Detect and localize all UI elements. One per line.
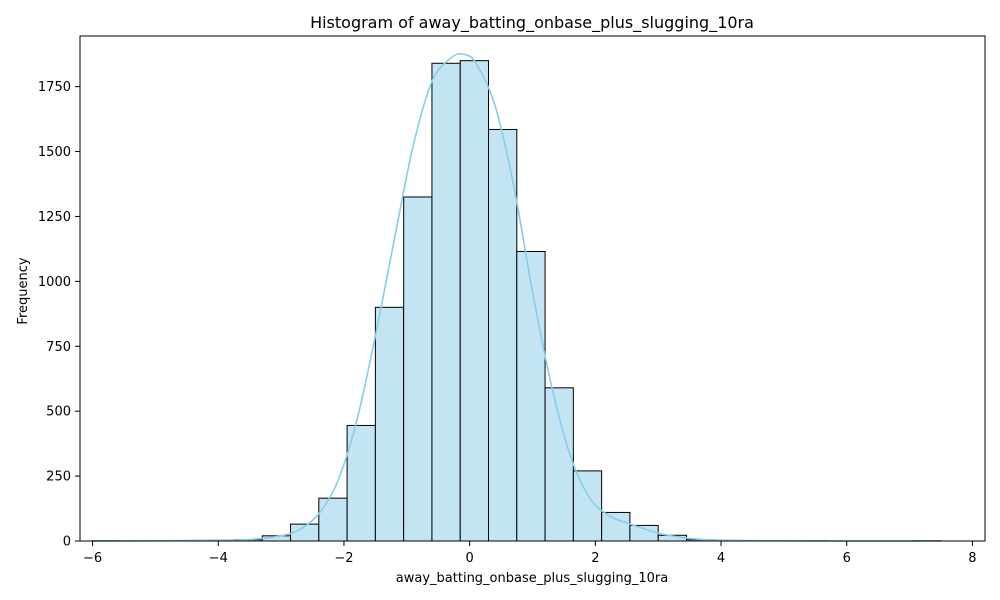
histogram-bar xyxy=(431,62,461,542)
histogram-bar xyxy=(318,497,348,542)
x-tick-label: −6 xyxy=(83,551,102,566)
kde-group xyxy=(92,52,942,542)
x-tick-label: 2 xyxy=(591,551,599,566)
histogram-bar xyxy=(601,511,631,542)
y-axis-label: Frequency xyxy=(16,257,31,324)
y-axis-ticks: 0 250 500 750 1000 1250 1500 1750 xyxy=(38,80,80,550)
histogram-bar xyxy=(629,524,659,542)
x-tick-label: 4 xyxy=(717,551,725,566)
chart-title: Histogram of away_batting_onbase_plus_sl… xyxy=(310,13,754,33)
histogram-bar xyxy=(374,306,405,542)
x-tick-label: −2 xyxy=(334,551,353,566)
y-tick-label: 750 xyxy=(46,340,71,355)
y-tick-label: 1750 xyxy=(38,80,71,95)
histogram-bar xyxy=(346,424,376,542)
x-tick-label: 6 xyxy=(843,551,851,566)
x-tick-label: −4 xyxy=(209,551,228,566)
histogram-bar xyxy=(403,196,433,542)
x-axis-label: away_batting_onbase_plus_slugging_10ra xyxy=(396,571,668,586)
histogram-bar xyxy=(544,387,574,542)
x-tick-label: 8 xyxy=(968,551,976,566)
bars-group xyxy=(92,60,942,542)
histogram-bar xyxy=(488,128,518,542)
y-tick-label: 0 xyxy=(63,535,71,550)
y-tick-label: 500 xyxy=(46,405,71,420)
x-axis-ticks: −6 −4 −2 0 2 4 6 8 xyxy=(83,541,977,566)
kde-line xyxy=(92,52,942,542)
histogram-bar xyxy=(516,251,546,542)
histogram-bar xyxy=(459,60,490,542)
x-tick-label: 0 xyxy=(466,551,474,566)
plot-frame xyxy=(79,35,986,542)
y-tick-label: 1000 xyxy=(38,275,71,290)
y-tick-label: 250 xyxy=(46,470,71,485)
y-tick-label: 1250 xyxy=(38,210,71,225)
y-tick-label: 1500 xyxy=(38,145,71,160)
